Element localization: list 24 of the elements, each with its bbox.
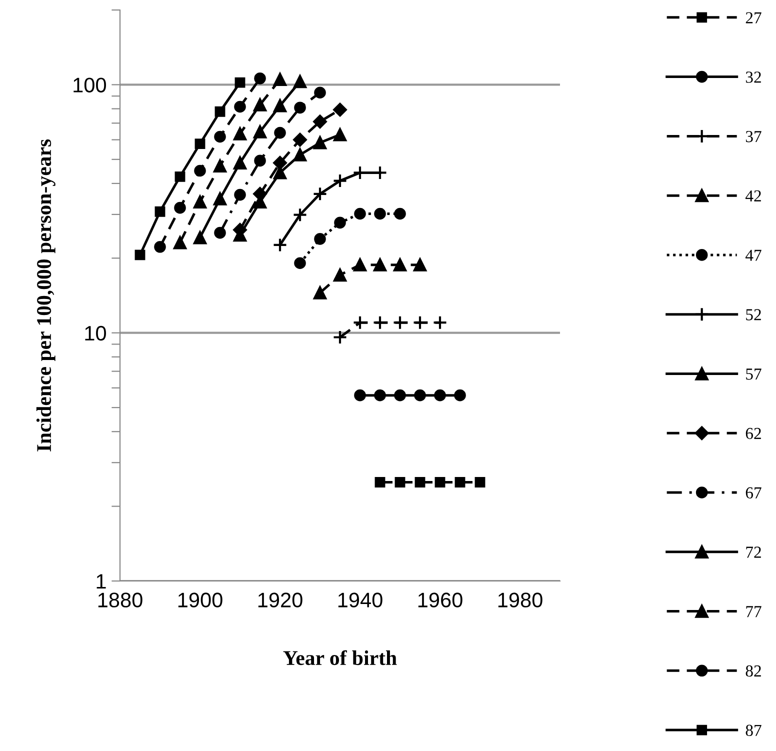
x-tick-label: 1940 [338, 592, 382, 608]
legend-label: 27 [746, 12, 762, 24]
legend-label: 57 [746, 368, 762, 380]
legend-label: 32 [746, 72, 761, 83]
x-axis-title: Year of birth [283, 650, 397, 666]
x-tick-label: 1980 [498, 592, 542, 608]
legend-label: 42 [746, 190, 761, 202]
y-tick-label: 10 [85, 326, 106, 341]
y-tick-label: 1 [96, 574, 106, 589]
x-tick-label: 1960 [418, 592, 462, 608]
legend-label: 62 [746, 428, 761, 440]
legend-label: 47 [746, 250, 762, 261]
x-tick-label: 1920 [258, 592, 302, 608]
legend-label: 77 [746, 606, 762, 618]
y-tick-label: 100 [74, 78, 106, 92]
y-axis-title: Incidence per 100,000 person-years [36, 139, 56, 452]
legend-label: 67 [746, 487, 762, 498]
x-tick-label: 1880 [98, 592, 142, 608]
legend-label: 87 [746, 724, 762, 736]
legend-label: 37 [746, 130, 762, 142]
legend-label: 82 [746, 665, 761, 677]
legend-label: 52 [746, 309, 761, 320]
x-tick-label: 1900 [178, 592, 222, 608]
legend-label: 72 [746, 546, 761, 558]
